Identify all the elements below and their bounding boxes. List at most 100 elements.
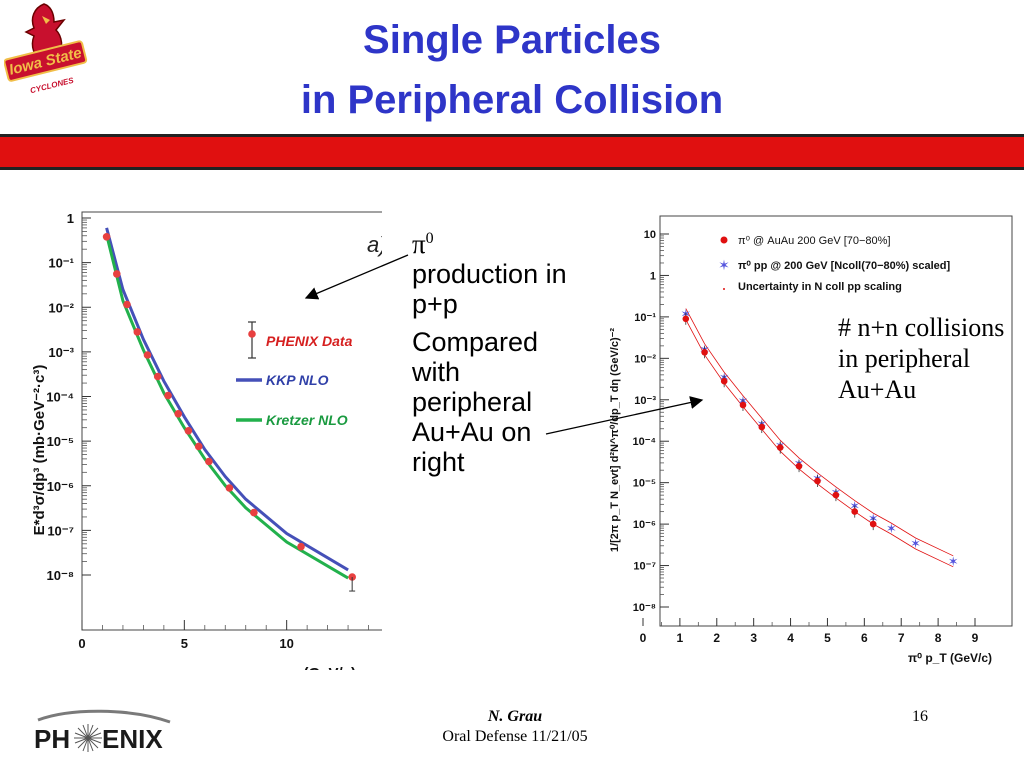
left-data-point <box>102 233 111 241</box>
pi0-symbol: π <box>412 229 426 259</box>
production-text: production in p+p <box>412 259 567 319</box>
left-y-tick-label: 10⁻¹ <box>48 256 74 271</box>
right-plot-frame <box>659 215 1013 627</box>
right-x-axis-label: π⁰ p_T (GeV/c) <box>908 651 992 665</box>
left-data-point <box>113 270 121 278</box>
left-data-point <box>250 508 258 517</box>
pi0-production-paragraph: π0 production in p+p <box>412 224 577 319</box>
legend-label-kretzer: Kretzer NLO <box>266 412 348 428</box>
auau-data-point <box>758 423 766 431</box>
compared-text: Compared with peripheral Au+Au on right <box>412 327 539 477</box>
title-divider-bar <box>0 134 1024 170</box>
right-x-tick-label: 0 <box>640 631 647 645</box>
pi0-annotation: π0 production in p+p Compared with perip… <box>412 224 577 485</box>
left-x-axis-label: pT (GeV/c) <box>284 665 356 670</box>
left-curve-kretzer-nlo <box>105 234 349 580</box>
left-data-point <box>164 391 172 400</box>
auau-data-point <box>814 477 821 485</box>
legend-marker-pp: ✶ <box>718 257 730 273</box>
legend-label-kkp: KKP NLO <box>266 372 329 388</box>
left-y-tick-label: 10⁻⁷ <box>47 523 74 538</box>
right-x-tick-label: 9 <box>972 631 979 645</box>
right-y-tick-label: 10⁻⁸ <box>633 602 656 614</box>
pp-cross-section-chart: 110⁻¹10⁻²10⁻³10⁻⁴10⁻⁵10⁻⁶10⁻⁷10⁻⁸051015 … <box>31 211 382 670</box>
left-x-tick-label: 10 <box>279 636 293 651</box>
phenix-logo: PH ENIX <box>34 709 171 754</box>
right-y-tick-label: 10⁻³ <box>634 395 656 407</box>
left-y-axis-label: E*d³σ/dp³ (mb·GeV⁻²·c³) <box>31 365 48 536</box>
left-data-point <box>348 573 357 581</box>
slide-title-line1: Single Particles <box>363 18 661 62</box>
pp-data-point: ✶ <box>886 521 897 536</box>
pi0-superscript: 0 <box>425 230 434 247</box>
right-legend: π⁰ @ AuAu 200 GeV [70−80%] ✶ π⁰ pp @ 200… <box>718 235 950 293</box>
left-y-tick-label: 1 <box>67 211 74 226</box>
right-y-tick-label: 10⁻¹ <box>634 312 656 324</box>
left-data-point <box>143 351 152 359</box>
pp-data-point: ✶ <box>910 536 921 551</box>
left-panel-label: a) <box>367 232 382 257</box>
right-x-tick-label: 4 <box>787 631 794 645</box>
legend-label-pp: π⁰ pp @ 200 GeV [Ncoll(70−80%) scaled] <box>738 260 951 272</box>
legend-label-auau: π⁰ @ AuAu 200 GeV [70−80%] <box>738 235 891 247</box>
auau-data-point <box>739 401 747 409</box>
right-y-tick-label: 10⁻² <box>634 353 656 365</box>
left-data-point <box>184 427 193 435</box>
right-x-tick-label: 8 <box>935 631 942 645</box>
legend-marker-auau <box>720 236 728 244</box>
page-number: 16 <box>912 708 928 725</box>
right-x-tick-label: 2 <box>713 631 720 645</box>
iowa-state-logo: Iowa State CYCLONES <box>4 3 88 94</box>
left-data-point <box>194 442 203 451</box>
left-y-tick-label: 10⁻⁵ <box>47 434 74 449</box>
left-data-point <box>297 542 305 551</box>
auau-data-point <box>720 377 728 385</box>
left-y-tick-label: 10⁻³ <box>48 345 74 360</box>
auau-vs-pp-chart: 10 1 10⁻¹ 10⁻² 10⁻³ 10⁻⁴ 10⁻⁵ 10⁻⁶ 10⁻⁷ 10⁻⁸ 0 1 2 3 4… <box>609 215 1013 665</box>
left-data-point <box>153 372 162 381</box>
auau-data-point <box>832 491 840 499</box>
right-y-axis-label: 1/[2π p_T N_evt] d²N^π⁰/dp_T dη (GeV/c)⁻… <box>609 328 621 553</box>
left-y-tick-label: 10⁻⁶ <box>47 479 74 494</box>
left-data-point <box>133 328 142 336</box>
legend-label-uncertainty: Uncertainty in N coll pp scaling <box>738 281 902 293</box>
phenix-logo-enix: ENIX <box>102 724 163 754</box>
uncertainty-band-upper <box>685 308 954 557</box>
left-y-tick-label: 10⁻² <box>48 300 74 315</box>
legend-label-phenix-data: PHENIX Data <box>266 333 353 349</box>
left-x-tick-label: 0 <box>78 636 85 651</box>
auau-data-point <box>776 444 784 451</box>
auau-data-point <box>851 508 858 515</box>
left-data-point <box>225 484 234 492</box>
right-y-tick-label: 10⁻⁷ <box>633 561 656 573</box>
auau-data-point <box>701 349 708 356</box>
left-data-point <box>174 410 182 418</box>
footer-event: Oral Defense 11/21/05 <box>442 728 588 745</box>
left-curve-kkp-nlo <box>105 227 349 572</box>
left-data-point <box>123 300 131 309</box>
pp-data-point: ✶ <box>948 554 959 569</box>
right-x-tick-label: 6 <box>861 631 868 645</box>
right-y-tick-label: 1 <box>650 270 656 282</box>
right-y-tick-label: 10⁻⁴ <box>633 436 656 448</box>
legend-marker-phenix-data <box>248 330 256 338</box>
auau-data-point <box>682 315 690 323</box>
left-x-tick-label: 5 <box>181 636 188 651</box>
auau-data-point <box>795 462 803 470</box>
right-x-tick-label: 5 <box>824 631 831 645</box>
left-y-tick-label: 10⁻⁸ <box>47 568 74 583</box>
right-x-tick-label: 7 <box>898 631 905 645</box>
left-legend: PHENIX Data KKP NLO Kretzer NLO <box>236 321 353 428</box>
right-x-tick-label: 1 <box>677 631 684 645</box>
right-y-tick-label: 10⁻⁵ <box>633 478 656 490</box>
right-x-tick-label: 3 <box>750 631 757 645</box>
left-y-tick-label: 10⁻⁴ <box>46 390 74 405</box>
right-y-tick-label: 10 <box>644 229 656 241</box>
right-y-tick-label: 10⁻⁶ <box>633 519 656 531</box>
left-data-point <box>205 457 213 466</box>
ncoll-annotation: # n+n collisions in peripheral Au+Au <box>838 313 1005 404</box>
slide-title-line2: in Peripheral Collision <box>300 78 724 122</box>
legend-marker-uncertainty <box>723 288 725 290</box>
auau-data-point <box>869 520 877 528</box>
uncertainty-band-lower <box>685 319 954 568</box>
